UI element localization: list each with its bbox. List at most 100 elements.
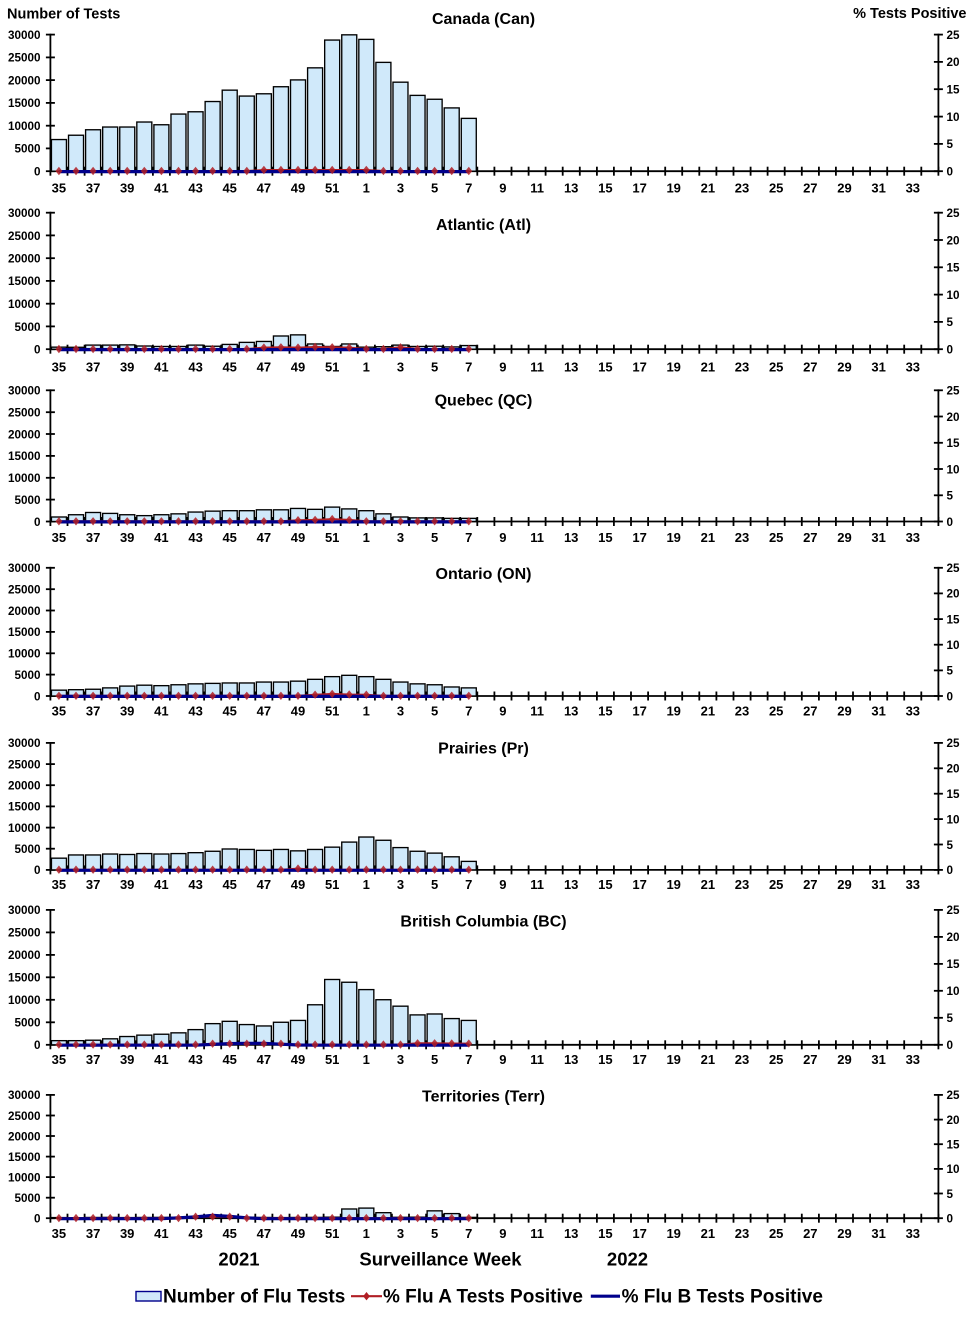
svg-text:15: 15 [947,437,961,450]
svg-text:Number of Tests: Number of Tests [7,7,120,23]
svg-text:0: 0 [947,166,954,179]
svg-text:21: 21 [701,877,715,892]
svg-text:37: 37 [86,1052,100,1067]
svg-text:11: 11 [530,359,544,374]
svg-text:1: 1 [363,181,370,196]
svg-text:0: 0 [34,344,41,357]
svg-text:43: 43 [188,1052,202,1067]
svg-text:25: 25 [769,359,783,374]
svg-text:3: 3 [397,530,404,545]
svg-text:15: 15 [947,613,961,626]
svg-text:0: 0 [34,1039,41,1052]
svg-text:51: 51 [325,181,339,196]
svg-text:35: 35 [52,1226,66,1241]
svg-text:0: 0 [947,516,954,529]
svg-text:27: 27 [803,1226,817,1241]
svg-text:35: 35 [52,1052,66,1067]
svg-text:15: 15 [947,84,961,97]
svg-text:3: 3 [397,359,404,374]
svg-text:15: 15 [598,359,612,374]
svg-text:21: 21 [701,1052,715,1067]
svg-text:5000: 5000 [14,321,41,334]
svg-text:% Tests Positive: % Tests Positive [853,6,966,22]
svg-text:25: 25 [947,207,961,220]
svg-text:39: 39 [120,359,134,374]
svg-text:20: 20 [947,588,961,601]
svg-text:25: 25 [947,904,961,917]
svg-text:43: 43 [188,877,202,892]
svg-text:15: 15 [947,262,961,275]
svg-text:11: 11 [530,877,544,892]
svg-text:19: 19 [666,359,680,374]
svg-text:41: 41 [154,530,168,545]
svg-text:5: 5 [947,839,954,852]
svg-text:17: 17 [632,1052,646,1067]
svg-text:30000: 30000 [8,207,41,220]
svg-text:10000: 10000 [8,1171,41,1184]
svg-text:Number of Flu Tests: Number of Flu Tests [163,1287,345,1308]
svg-text:21: 21 [701,1226,715,1241]
svg-text:15000: 15000 [8,275,41,288]
svg-text:27: 27 [803,1052,817,1067]
svg-text:9: 9 [499,1226,506,1241]
svg-text:15000: 15000 [8,97,41,110]
svg-text:5: 5 [947,1012,954,1025]
svg-text:45: 45 [222,1226,236,1241]
svg-text:1: 1 [363,359,370,374]
svg-text:20: 20 [947,234,961,247]
svg-text:27: 27 [803,877,817,892]
svg-text:5: 5 [947,316,954,329]
svg-text:41: 41 [154,181,168,196]
svg-text:Ontario (ON): Ontario (ON) [436,566,532,583]
svg-text:25: 25 [769,530,783,545]
svg-text:25: 25 [769,877,783,892]
svg-text:Canada (Can): Canada (Can) [432,11,535,28]
svg-text:13: 13 [564,530,578,545]
svg-text:3: 3 [397,1226,404,1241]
svg-text:43: 43 [188,530,202,545]
svg-text:0: 0 [947,864,954,877]
svg-text:0: 0 [34,1213,41,1226]
svg-text:13: 13 [564,877,578,892]
svg-text:Quebec (QC): Quebec (QC) [435,393,533,410]
svg-text:37: 37 [86,181,100,196]
svg-text:47: 47 [257,703,271,718]
svg-text:31: 31 [871,530,885,545]
svg-text:15000: 15000 [8,801,41,814]
svg-text:2022: 2022 [607,1249,648,1270]
svg-text:1: 1 [363,703,370,718]
svg-text:41: 41 [154,359,168,374]
svg-text:47: 47 [257,359,271,374]
svg-text:31: 31 [871,359,885,374]
svg-text:20000: 20000 [8,428,41,441]
svg-text:21: 21 [701,359,715,374]
svg-text:35: 35 [52,181,66,196]
svg-text:37: 37 [86,1226,100,1241]
svg-text:45: 45 [222,530,236,545]
svg-text:47: 47 [257,530,271,545]
svg-text:39: 39 [120,530,134,545]
svg-text:11: 11 [530,1052,544,1067]
svg-text:45: 45 [222,359,236,374]
svg-text:27: 27 [803,530,817,545]
svg-text:23: 23 [735,877,749,892]
svg-text:13: 13 [564,703,578,718]
svg-text:20: 20 [947,931,961,944]
svg-text:15: 15 [947,958,961,971]
svg-text:10000: 10000 [8,648,41,661]
svg-text:9: 9 [499,703,506,718]
svg-text:British Columbia (BC): British Columbia (BC) [400,913,566,930]
svg-text:5: 5 [947,665,954,678]
svg-text:20000: 20000 [8,780,41,793]
svg-text:51: 51 [325,877,339,892]
svg-text:47: 47 [257,1226,271,1241]
svg-text:17: 17 [632,359,646,374]
svg-text:39: 39 [120,181,134,196]
svg-text:47: 47 [257,181,271,196]
svg-text:17: 17 [632,181,646,196]
svg-text:49: 49 [291,703,305,718]
svg-text:10: 10 [947,813,961,826]
svg-text:23: 23 [735,703,749,718]
svg-text:25: 25 [947,737,961,750]
svg-text:3: 3 [397,1052,404,1067]
